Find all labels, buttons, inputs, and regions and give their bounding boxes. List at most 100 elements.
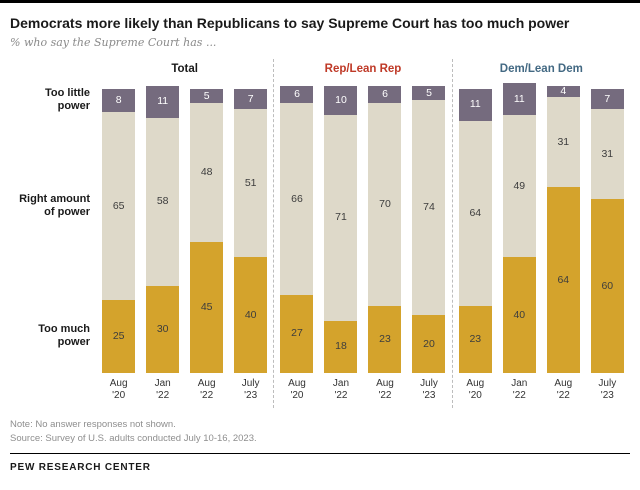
stacked-bar: 5 48 45 <box>190 83 224 373</box>
chart-panel-rep-lean-rep: Rep/Lean Rep 6 66 27 10 71 18 6 70 23 5 74 20 Aug '20… <box>273 58 451 408</box>
label-too-little-power: Too little power <box>44 86 90 112</box>
stacked-bar: 4 31 64 <box>546 83 580 373</box>
chart-notes: Note: No answer responses not shown. Sou… <box>10 418 630 446</box>
segment-value: 74 <box>423 201 435 214</box>
chart-panel-total: Total 8 65 25 11 58 30 5 48 45 7 51 40 Aug '20 Jan '22… <box>96 59 273 408</box>
bar-segment-right-amount: 65 <box>102 111 136 301</box>
bar-segment-too-much: 64 <box>546 187 580 373</box>
segment-value: 6 <box>382 88 388 101</box>
bar-segment-too-much: 60 <box>590 198 624 373</box>
stacked-bar: 11 58 30 <box>146 83 180 373</box>
segment-value: 25 <box>112 330 125 343</box>
x-axis-labels: Aug '20 Jan '22 Aug '22 July '23 <box>453 378 630 408</box>
bar-segment-right-amount: 49 <box>502 114 536 257</box>
bar-segment-too-much: 20 <box>412 314 446 373</box>
segment-value: 60 <box>601 279 614 292</box>
x-axis-label: Jan '22 <box>154 377 171 402</box>
bar-segment-too-much: 18 <box>324 320 358 373</box>
segment-value: 23 <box>469 333 482 346</box>
bar-segment-too-much: 25 <box>102 300 136 373</box>
x-axis-label: Aug '20 <box>109 377 128 402</box>
segment-value: 20 <box>423 337 435 350</box>
x-axis-label: Jan '22 <box>332 377 350 402</box>
segment-value: 70 <box>379 198 391 211</box>
chart-panels: Total 8 65 25 11 58 30 5 48 45 7 51 40 Aug '20 Jan '22… <box>96 58 630 408</box>
stacked-bar: 8 65 25 <box>102 83 136 373</box>
stacked-bar: 6 70 23 <box>368 83 402 373</box>
bar-segment-right-amount: 70 <box>368 103 402 307</box>
footer-rule <box>10 453 630 455</box>
stacked-bar: 6 66 27 <box>280 83 314 373</box>
bar-segment-too-little: 10 <box>324 85 358 115</box>
segment-value: 49 <box>513 179 526 192</box>
segment-value: 30 <box>156 323 169 336</box>
stacked-bar: 10 71 18 <box>324 83 358 373</box>
x-axis-label: Jan '22 <box>511 377 528 402</box>
chart-area: Too little power Right amount of power T… <box>10 58 630 408</box>
bar-segment-too-little: 7 <box>234 88 268 109</box>
segment-value: 27 <box>291 327 303 340</box>
bar-segment-right-amount: 71 <box>324 114 358 321</box>
bar-segment-too-much: 23 <box>368 306 402 373</box>
bars-row: 6 66 27 10 71 18 6 70 23 5 74 20 <box>274 83 451 373</box>
segment-value: 7 <box>604 92 611 105</box>
bar-segment-too-much: 27 <box>280 294 314 373</box>
bar-segment-too-little: 11 <box>502 82 536 115</box>
top-rule <box>0 0 640 3</box>
bars-row: 11 64 23 11 49 40 4 31 64 7 31 60 <box>453 82 630 373</box>
segment-value: 5 <box>203 89 210 102</box>
bar-segment-right-amount: 31 <box>546 97 580 188</box>
bars-row: 8 65 25 11 58 30 5 48 45 7 51 40 <box>96 83 273 373</box>
bar-segment-too-much: 40 <box>502 256 536 373</box>
panel-header-total: Total <box>171 62 198 75</box>
page: Democrats more likely than Republicans t… <box>0 3 640 473</box>
x-axis-labels: Aug '20 Jan '22 Aug '22 July '23 <box>274 378 451 408</box>
bar-segment-too-little: 6 <box>280 85 314 104</box>
stacked-bar: 7 51 40 <box>234 83 268 373</box>
bar-segment-too-little: 5 <box>412 85 446 101</box>
segment-value: 40 <box>244 308 257 321</box>
segment-value: 8 <box>115 93 122 106</box>
bar-segment-right-amount: 66 <box>280 103 314 295</box>
segment-value: 18 <box>335 340 347 353</box>
stacked-bar: 5 74 20 <box>412 83 446 373</box>
x-axis-label: July '23 <box>420 377 438 402</box>
bar-segment-right-amount: 74 <box>412 100 446 315</box>
segment-value: 11 <box>469 98 481 111</box>
chart-panel-dem-lean-dem: Dem/Lean Dem 11 64 23 11 49 40 4 31 64 7 31 60 Aug '2… <box>451 58 630 408</box>
segment-value: 48 <box>200 166 213 179</box>
segment-value: 31 <box>557 136 570 148</box>
bar-segment-too-little: 11 <box>458 88 492 121</box>
bar-segment-right-amount: 48 <box>190 103 224 243</box>
x-axis-labels: Aug '20 Jan '22 Aug '22 July '23 <box>96 378 273 408</box>
segment-value: 4 <box>560 85 567 98</box>
bar-segment-too-little: 8 <box>102 88 136 112</box>
segment-value: 64 <box>557 273 570 286</box>
chart-subtitle: % who say the Supreme Court has ... <box>10 35 217 49</box>
segment-value: 66 <box>291 192 303 205</box>
bar-segment-too-much: 45 <box>190 242 224 373</box>
segment-value: 5 <box>426 86 432 99</box>
stacked-bar: 11 64 23 <box>458 83 492 373</box>
stacked-bar: 7 31 60 <box>590 83 624 373</box>
x-axis-label: Aug '22 <box>554 377 573 402</box>
brand-footer: PEW RESEARCH CENTER <box>10 462 151 474</box>
source-line: Source: Survey of U.S. adults conducted … <box>10 432 257 444</box>
segment-value: 58 <box>156 195 169 208</box>
x-axis-label: July '23 <box>241 377 260 402</box>
bar-segment-too-much: 40 <box>234 256 268 373</box>
note-line: Note: No answer responses not shown. <box>10 418 176 430</box>
x-axis-label: Aug '20 <box>288 377 306 402</box>
bar-segment-right-amount: 64 <box>458 120 492 307</box>
bar-segment-right-amount: 58 <box>146 117 180 286</box>
segment-value: 64 <box>469 207 482 220</box>
x-axis-label: Aug '20 <box>466 377 485 402</box>
segment-value: 45 <box>200 301 213 314</box>
segment-value: 11 <box>513 92 525 105</box>
segment-value: 11 <box>157 95 169 108</box>
segment-value: 51 <box>244 176 257 189</box>
stacked-bar: 11 49 40 <box>502 82 536 373</box>
segment-value: 65 <box>112 199 125 212</box>
segment-value: 71 <box>335 211 347 224</box>
segment-value: 7 <box>247 92 254 105</box>
